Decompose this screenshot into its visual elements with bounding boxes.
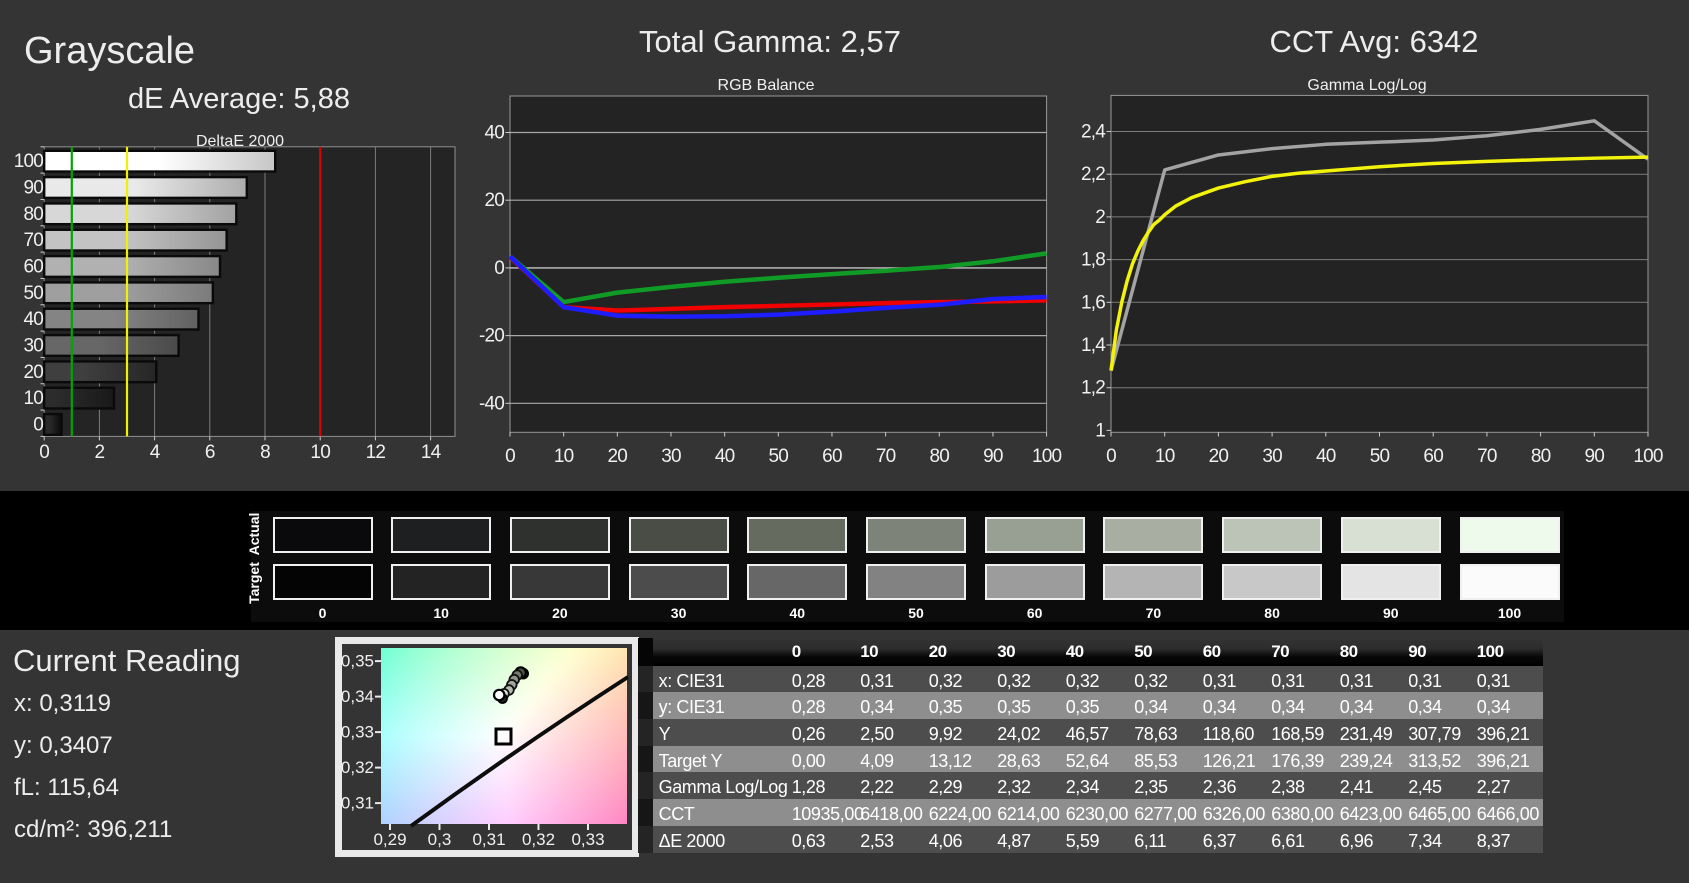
svg-text:30: 30 (661, 446, 681, 467)
svg-text:0,35: 0,35 (341, 652, 374, 671)
svg-text:-40: -40 (479, 393, 504, 414)
svg-text:100: 100 (14, 151, 44, 172)
svg-text:40: 40 (23, 309, 43, 330)
svg-text:0: 0 (1106, 446, 1116, 467)
svg-text:0: 0 (505, 446, 515, 467)
svg-text:30: 30 (23, 335, 43, 356)
svg-text:20: 20 (484, 190, 504, 211)
svg-text:40: 40 (715, 446, 735, 467)
svg-text:90: 90 (23, 177, 43, 198)
svg-text:0,31: 0,31 (341, 794, 374, 813)
svg-text:50: 50 (769, 446, 789, 467)
svg-text:20: 20 (23, 362, 43, 383)
svg-text:50: 50 (23, 283, 43, 304)
svg-text:Gamma Log/Log: Gamma Log/Log (1307, 77, 1426, 94)
svg-text:90: 90 (1585, 446, 1605, 467)
svg-text:12: 12 (366, 442, 386, 463)
svg-text:1,6: 1,6 (1081, 292, 1105, 313)
svg-text:0: 0 (39, 442, 49, 463)
svg-text:0,32: 0,32 (341, 758, 374, 777)
svg-text:70: 70 (876, 446, 896, 467)
svg-text:60: 60 (23, 256, 43, 277)
svg-text:0: 0 (494, 258, 504, 279)
svg-text:90: 90 (983, 446, 1003, 467)
svg-text:80: 80 (930, 446, 950, 467)
svg-text:2: 2 (95, 442, 105, 463)
svg-text:70: 70 (1477, 446, 1497, 467)
svg-text:0,3: 0,3 (428, 830, 452, 849)
svg-text:60: 60 (1423, 446, 1443, 467)
svg-text:40: 40 (1316, 446, 1336, 467)
svg-text:-20: -20 (479, 326, 504, 347)
svg-text:6: 6 (205, 442, 215, 463)
svg-text:1,8: 1,8 (1081, 250, 1105, 271)
svg-text:2,2: 2,2 (1081, 164, 1105, 185)
svg-text:10: 10 (23, 388, 43, 409)
svg-text:0,33: 0,33 (341, 723, 374, 742)
svg-text:1,4: 1,4 (1081, 335, 1106, 356)
svg-text:50: 50 (1370, 446, 1390, 467)
svg-text:20: 20 (608, 446, 628, 467)
svg-text:14: 14 (421, 442, 442, 463)
svg-text:100: 100 (1032, 446, 1062, 467)
svg-text:10: 10 (554, 446, 574, 467)
svg-text:40: 40 (484, 123, 504, 144)
svg-text:0,33: 0,33 (571, 830, 604, 849)
svg-text:60: 60 (822, 446, 842, 467)
svg-text:100: 100 (1633, 446, 1663, 467)
svg-text:0: 0 (33, 414, 43, 435)
svg-text:10: 10 (1155, 446, 1175, 467)
svg-text:0,32: 0,32 (522, 830, 555, 849)
svg-text:80: 80 (1531, 446, 1551, 467)
svg-text:10: 10 (310, 442, 330, 463)
svg-text:2,4: 2,4 (1081, 122, 1106, 143)
svg-text:0,31: 0,31 (472, 830, 505, 849)
svg-text:2: 2 (1095, 207, 1105, 228)
svg-text:0,34: 0,34 (341, 687, 374, 706)
svg-text:70: 70 (23, 230, 43, 251)
svg-text:20: 20 (1209, 446, 1229, 467)
svg-text:RGB Balance: RGB Balance (718, 77, 815, 94)
svg-text:DeltaE 2000: DeltaE 2000 (196, 133, 284, 150)
svg-text:1,2: 1,2 (1081, 378, 1105, 399)
svg-text:8: 8 (260, 442, 270, 463)
svg-text:80: 80 (23, 204, 43, 225)
svg-text:30: 30 (1262, 446, 1282, 467)
svg-text:1: 1 (1095, 420, 1105, 441)
svg-text:4: 4 (150, 442, 161, 463)
svg-text:0,29: 0,29 (373, 830, 406, 849)
